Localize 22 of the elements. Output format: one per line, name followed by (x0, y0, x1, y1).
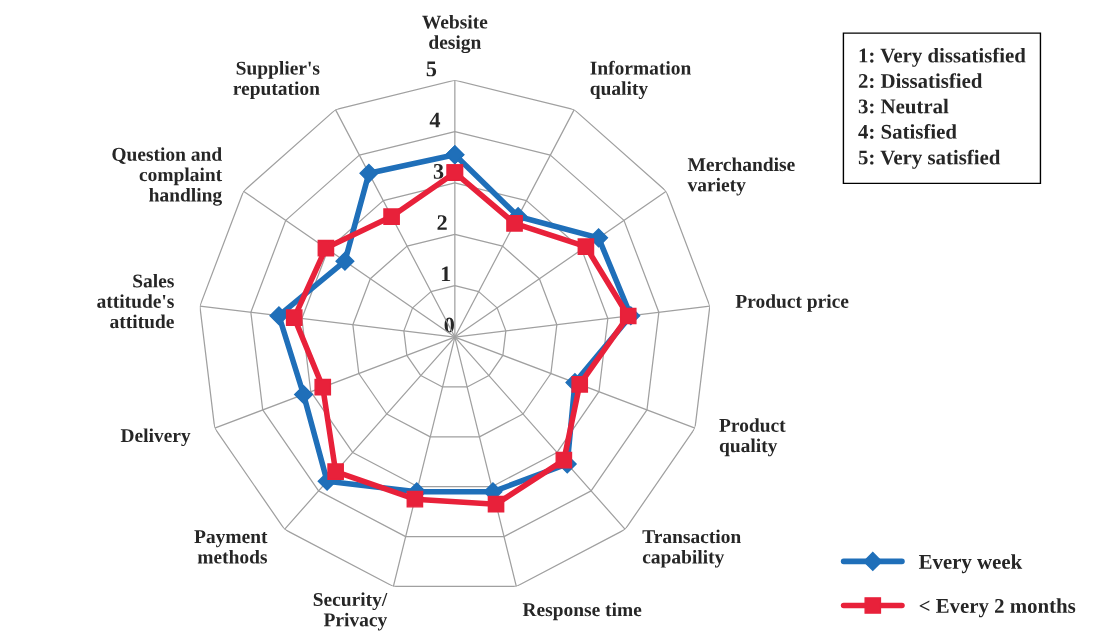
y-tick-label: 1 (441, 266, 451, 282)
spoke-label: Question and complaint handling (112, 147, 223, 206)
spoke-label: Merchandise variety (687, 157, 795, 196)
y-tick-label: 0 (444, 317, 454, 333)
spoke-label: Delivery (120, 428, 191, 447)
spoke-label: Information quality (590, 60, 692, 100)
spoke-label: Payment methods (194, 530, 268, 564)
spoke-label: Response time (522, 602, 642, 621)
spoke-label: Transaction capability (642, 529, 741, 568)
spoke-label: Website design (422, 14, 488, 54)
spoke-label: Security/ Privacy (313, 592, 388, 631)
y-tick-label: 4 (429, 112, 441, 128)
spoke-label: Product quality (719, 418, 786, 457)
spoke-label: Supplier's reputation (233, 61, 320, 100)
legend-label: Every week (918, 554, 1023, 574)
y-tick-label: 3 (433, 163, 444, 179)
spoke-label: Product price (735, 294, 849, 312)
legend-label: < Every 2 months (919, 598, 1076, 618)
text: 1: Very dissatisfied 2: Dissatisfied 3: Neutral 4: Satisfied 5: Very satisfied (858, 47, 1026, 169)
y-tick-label: 5 (426, 61, 437, 77)
y-tick-label: 2 (437, 215, 447, 230)
spoke-label: Sales attitude's attitude (97, 273, 174, 329)
